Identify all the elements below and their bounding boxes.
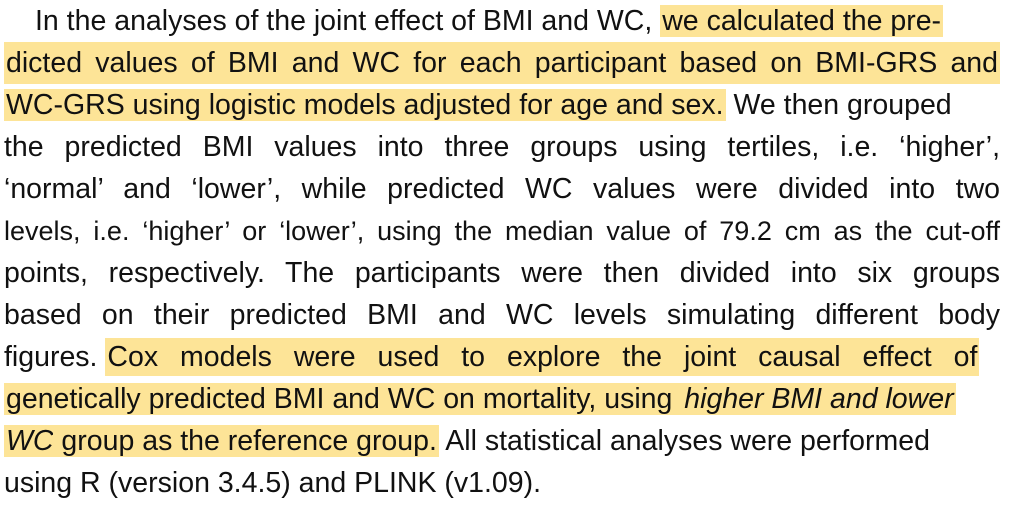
highlighted-text: WC-GRS using logistic models adjusted fo… bbox=[4, 89, 726, 121]
text-segment: All statistical analyses were performed bbox=[438, 425, 930, 457]
text-segment: the predicted BMI values into three grou… bbox=[4, 131, 1000, 163]
text-line-11: WC group as the reference group. All sta… bbox=[4, 420, 1000, 462]
text-line-3: WC-GRS using logistic models adjusted fo… bbox=[4, 84, 1000, 126]
highlighted-text: we calculated the pre- bbox=[660, 5, 944, 37]
highlighted-text: genetically predicted BMI and WC on mort… bbox=[4, 383, 683, 415]
text-line-2: dicted values of BMI and WC for each par… bbox=[4, 42, 1000, 84]
text-segment: ‘normal’ and ‘lower’, while predicted WC… bbox=[4, 173, 1000, 205]
text-line-8: based on their predicted BMI and WC leve… bbox=[4, 294, 1000, 336]
text-line-1: In the analyses of the joint effect of B… bbox=[4, 0, 1000, 42]
text-line-4: the predicted BMI values into three grou… bbox=[4, 126, 1000, 168]
text-line-10: genetically predicted BMI and WC on mort… bbox=[4, 378, 1000, 420]
text-segment: figures. bbox=[4, 341, 106, 373]
text-segment: In the analyses of the joint effect of B… bbox=[35, 5, 661, 37]
highlighted-text: group as the reference group. bbox=[53, 425, 439, 457]
text-line-12: using R (version 3.4.5) and PLINK (v1.09… bbox=[4, 462, 1000, 504]
text-line-5: ‘normal’ and ‘lower’, while predicted WC… bbox=[4, 168, 1000, 210]
text-line-9: figures. Cox models were used to explore… bbox=[4, 336, 1000, 378]
text-segment: We then grouped bbox=[725, 89, 952, 121]
text-segment: points, respectively. The participants w… bbox=[4, 257, 1000, 289]
text-segment: using R (version 3.4.5) and PLINK (v1.09… bbox=[4, 467, 542, 499]
text-line-7: points, respectively. The participants w… bbox=[4, 252, 1000, 294]
highlighted-text: dicted values of BMI and WC for each par… bbox=[4, 42, 1000, 84]
highlighted-text: Cox models were used to explore the join… bbox=[105, 338, 980, 376]
document-paragraph: In the analyses of the joint effect of B… bbox=[4, 0, 1000, 504]
text-segment: levels, i.e. ‘higher’ or ‘lower’, using … bbox=[4, 216, 1000, 246]
text-line-6: levels, i.e. ‘higher’ or ‘lower’, using … bbox=[4, 210, 1000, 252]
text-segment: based on their predicted BMI and WC leve… bbox=[4, 299, 1000, 331]
highlighted-italic-text: WC bbox=[4, 425, 54, 457]
highlighted-italic-text: higher BMI and lower bbox=[682, 383, 956, 415]
